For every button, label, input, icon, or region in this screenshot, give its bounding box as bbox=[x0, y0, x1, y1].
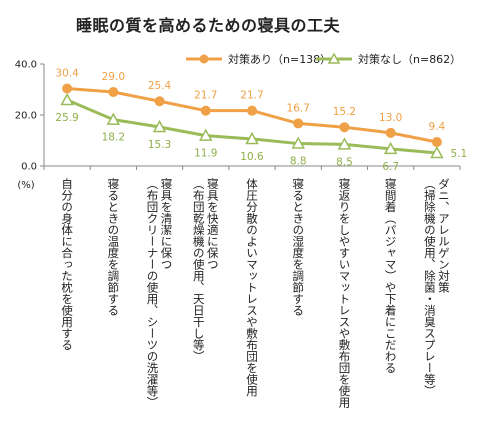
legend-entry: 対策なし（n=862） bbox=[358, 52, 461, 66]
data-label: 18.2 bbox=[102, 132, 125, 144]
data-point bbox=[152, 119, 167, 133]
data-point bbox=[199, 128, 213, 141]
data-label: 16.7 bbox=[287, 102, 310, 114]
category-label: 寝るときの温度を調節する bbox=[106, 177, 120, 316]
category-label: 寝るときの湿度を調節する bbox=[291, 177, 305, 316]
legend-marker bbox=[327, 52, 341, 64]
data-point bbox=[383, 141, 398, 155]
category-label: 寝返りをしやすいマットレスや敷布団を使用 bbox=[337, 177, 351, 409]
data-points bbox=[60, 83, 444, 159]
y-unit-label: (%) bbox=[17, 180, 34, 191]
category-label: 寝具を快適に保つ bbox=[206, 177, 220, 270]
y-tick-label: 20.0 bbox=[15, 111, 37, 122]
data-point bbox=[293, 118, 304, 129]
legend-marker bbox=[199, 54, 209, 64]
data-label: 21.7 bbox=[240, 90, 263, 102]
category-label: 自分の身体に合った枕を使用する bbox=[60, 178, 74, 351]
data-point bbox=[200, 105, 211, 116]
data-label: 11.9 bbox=[194, 148, 217, 160]
y-tick-label: 0.0 bbox=[21, 162, 37, 173]
data-label: 13.0 bbox=[379, 112, 402, 124]
category-label: 寝具を清潔に保つ bbox=[160, 177, 174, 270]
legend-entry: 対策あり（n=138） bbox=[228, 52, 331, 66]
data-label: 8.5 bbox=[336, 156, 353, 168]
data-point bbox=[431, 137, 442, 148]
category-label: （掃除機の使用、除菌・消臭スプレー等） bbox=[423, 178, 437, 397]
legend: 対策あり（n=138） 対策なし（n=862） bbox=[186, 52, 461, 66]
data-label: 29.0 bbox=[102, 71, 125, 83]
data-label: 15.2 bbox=[333, 106, 356, 118]
data-label: 8.8 bbox=[290, 156, 307, 168]
data-label: 30.4 bbox=[55, 67, 79, 79]
data-label: 21.7 bbox=[194, 90, 217, 102]
axes: 0.0 20.0 40.0 (%) bbox=[15, 60, 461, 191]
data-point bbox=[60, 92, 74, 106]
category-label: 寝間着（パジャマ）や下着にこだわる bbox=[384, 177, 398, 373]
data-label: 5.1 bbox=[451, 148, 468, 160]
data-label: 15.3 bbox=[148, 139, 171, 151]
category-label: ダニ、アレルゲン対策 bbox=[437, 178, 451, 293]
category-label: （布団乾燥機の使用、天日干し等） bbox=[192, 178, 206, 362]
category-label: （布団クリーナーの使用、シーツの洗濯等） bbox=[146, 178, 160, 408]
data-labels: 30.4 29.0 25.4 21.7 21.7 16.7 15.2 13.0 9.4 25.9 1… bbox=[55, 67, 467, 172]
y-tick-label: 40.0 bbox=[15, 60, 37, 71]
data-point bbox=[247, 105, 257, 116]
data-point bbox=[385, 127, 396, 138]
data-label: 10.6 bbox=[240, 151, 264, 163]
chart-title: 睡眠の質を高めるための寝具の工夫 bbox=[76, 16, 341, 35]
data-point bbox=[337, 137, 352, 150]
data-point bbox=[430, 145, 444, 159]
data-label: 25.4 bbox=[148, 80, 172, 92]
data-point bbox=[106, 112, 121, 125]
data-point bbox=[62, 83, 73, 94]
data-point bbox=[154, 96, 165, 107]
category-label: 体圧分散のよいマットレスや敷布団を使用 bbox=[245, 177, 259, 397]
category-labels: 自分の身体に合った枕を使用する 寝るときの温度を調節する 寝具を清潔に保つ（布団クリ… bbox=[60, 177, 451, 409]
data-point bbox=[108, 87, 119, 98]
data-point bbox=[291, 136, 305, 149]
data-point bbox=[245, 131, 259, 145]
data-label: 9.4 bbox=[429, 121, 446, 133]
data-point bbox=[339, 122, 350, 133]
data-label: 6.7 bbox=[382, 161, 399, 173]
data-label: 25.9 bbox=[55, 112, 78, 124]
